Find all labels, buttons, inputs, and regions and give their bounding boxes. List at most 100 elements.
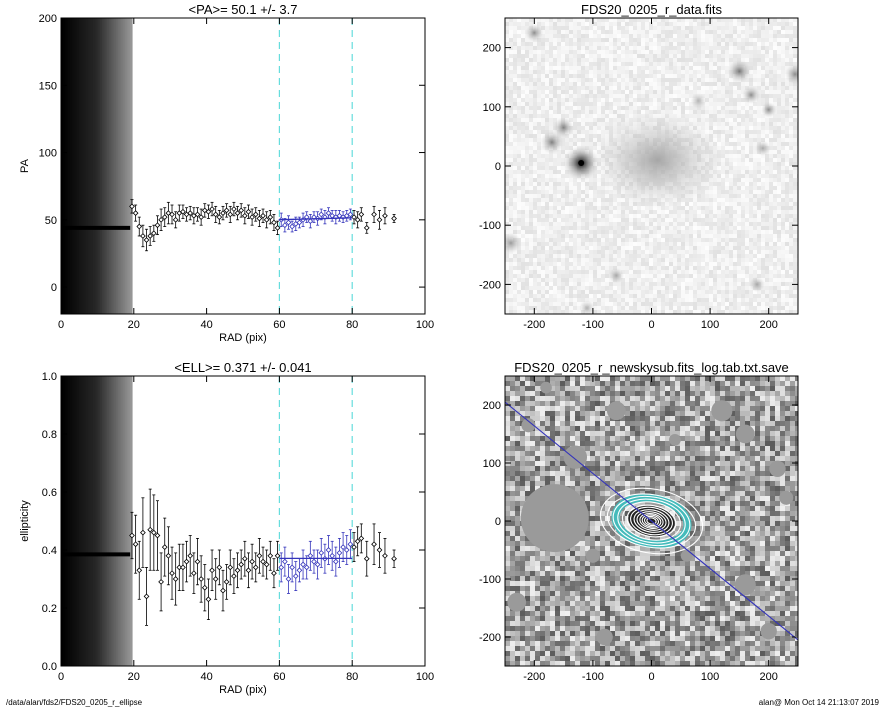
x-tick-label: 0 [58, 319, 64, 331]
band-stripe [91, 18, 94, 314]
band-stripe [123, 376, 126, 666]
band-stripe [108, 376, 112, 666]
band-stripe [96, 376, 99, 666]
mask-region [596, 628, 613, 646]
x-tick-label: 100 [416, 319, 434, 331]
source-blob [579, 300, 595, 314]
data-point [252, 564, 259, 571]
band-stripe [110, 18, 114, 314]
band-stripe [100, 376, 103, 666]
isophote-ellipse [621, 501, 682, 541]
data-point [220, 587, 226, 594]
band-stripe [75, 376, 78, 666]
isophote-ellipse [641, 514, 662, 528]
source-blob [760, 102, 777, 118]
y-tick-label: 200 [483, 400, 501, 412]
plot-frame [60, 375, 426, 667]
data-point [143, 593, 150, 600]
data-point [256, 215, 263, 222]
data-point [223, 207, 230, 214]
data-point [231, 573, 237, 579]
y-tick-label: 100 [39, 148, 57, 160]
data-point [180, 208, 186, 215]
data-point [300, 561, 306, 568]
mean-fit-line [279, 217, 353, 221]
band-stripe [116, 18, 119, 314]
y-tick-label: -200 [479, 279, 501, 291]
y-tick-label: 0 [495, 516, 501, 528]
data-point [212, 576, 219, 582]
y-tick-label: 150 [39, 80, 57, 92]
source-blob [592, 111, 722, 209]
band-stripe [94, 376, 98, 666]
data-point [216, 564, 223, 571]
data-point [194, 558, 201, 565]
y-tick-label: 100 [483, 102, 501, 114]
image-area [505, 18, 798, 314]
band-stripe [121, 376, 124, 666]
band-stripe [116, 376, 119, 666]
data-point [187, 552, 194, 559]
data-point [165, 210, 172, 216]
band-stripe [87, 376, 90, 666]
band-stripe [124, 18, 128, 314]
band-stripe [84, 18, 87, 314]
footer-timestamp: alan@ Mon Oct 14 21:13:07 2019 [758, 698, 879, 707]
band-stripe [69, 376, 73, 666]
pa-profile-panel: <PA>= 50.1 +/- 3.7 0 20 40 60 80 100 0 50 100 150 2… [19, 2, 434, 344]
ell-profile-panel: <ELL>= 0.371 +/- 0.041 0 20 40 60 80 100 0.0 0.2… [19, 360, 434, 696]
chart-title: FDS20_0205_r_newskysub.fits_log.tab.txt.… [514, 360, 789, 375]
band-stripe [123, 18, 126, 314]
data-point [311, 558, 317, 565]
mask-region [540, 381, 552, 394]
data-point [205, 596, 212, 603]
y-axis-label: PA [19, 158, 31, 173]
data-point [281, 222, 288, 229]
data-point [209, 567, 215, 574]
band-stripe [119, 18, 122, 314]
source-blob [742, 85, 761, 104]
x-tick-label: -100 [582, 319, 604, 331]
band-stripe [103, 18, 106, 314]
data-point [363, 225, 370, 231]
mask-region [563, 445, 588, 469]
data-point [332, 558, 339, 565]
source-blob [608, 267, 625, 284]
data-point [363, 555, 370, 562]
band-stripe [68, 376, 71, 666]
x-tick-label: 60 [273, 671, 285, 683]
band-stripe [98, 376, 101, 666]
data-point [271, 570, 277, 577]
band-stripe [101, 18, 105, 314]
data-point [172, 576, 179, 582]
position-angle-line [505, 401, 798, 641]
image-area [505, 376, 798, 666]
data-point [296, 567, 303, 574]
x-tick-label: 60 [273, 319, 285, 331]
mask-region [585, 548, 600, 563]
band-stripe [62, 376, 66, 666]
data-point [190, 570, 197, 577]
data-point [289, 564, 296, 571]
band-stripe [76, 376, 80, 666]
band-stripe [69, 18, 73, 314]
isophote-group [599, 487, 704, 555]
footer-path: /data/alan/fds2/FDS20_0205_r_ellipse [6, 698, 143, 707]
band-stripe [80, 376, 83, 666]
x-tick-label: 0 [648, 319, 654, 331]
band-stripe [89, 376, 92, 666]
data-point [307, 552, 314, 559]
data-point [140, 233, 146, 239]
data-point [241, 212, 248, 219]
x-tick-label: 80 [346, 671, 358, 683]
data-point [376, 216, 383, 223]
y-tick-label: 1.0 [42, 371, 57, 383]
band-stripe [91, 376, 94, 666]
x-axis-label: RAD (pix) [219, 684, 267, 696]
data-point [318, 550, 325, 556]
data-point [234, 567, 241, 574]
source-blob [784, 63, 798, 85]
band-stripe [100, 18, 103, 314]
plot-area [61, 376, 397, 666]
data-point [285, 576, 292, 582]
